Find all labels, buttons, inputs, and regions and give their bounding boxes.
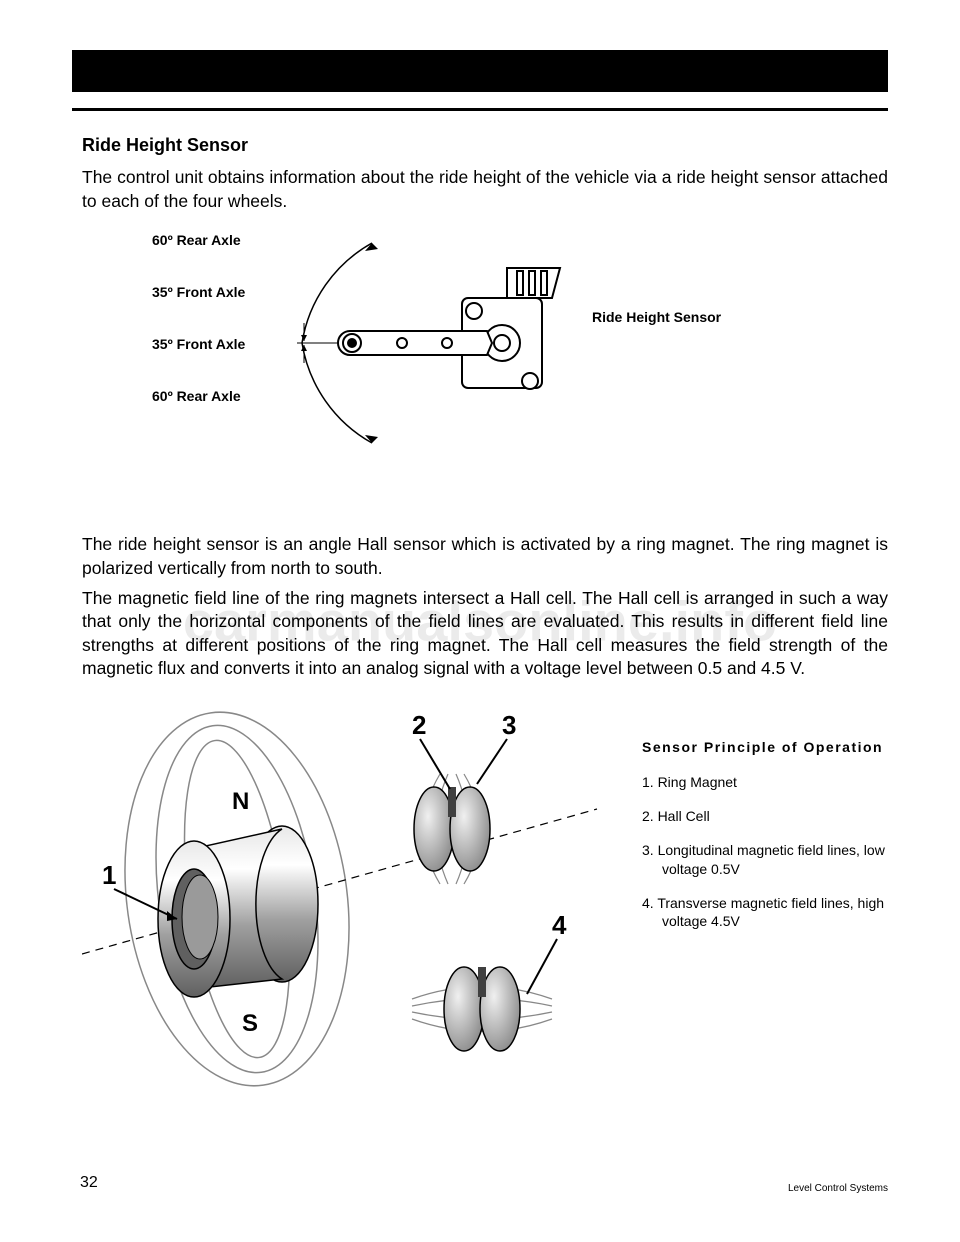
figure1-caption: Ride Height Sensor xyxy=(592,309,721,325)
angle-label-60-rear-bottom: 60º Rear Axle xyxy=(152,389,245,403)
svg-text:4: 4 xyxy=(552,910,567,940)
svg-text:1: 1 xyxy=(102,860,116,890)
legend-item-2: 2. Hall Cell xyxy=(642,807,888,825)
intro-paragraph: The control unit obtains information abo… xyxy=(82,166,888,213)
legend-item-3: 3. Longitudinal magnetic field lines, lo… xyxy=(642,841,888,877)
figure1-drawing xyxy=(292,223,592,478)
header-divider xyxy=(72,108,888,111)
figure-ride-height-sensor: 60º Rear Axle 35º Front Axle 35º Front A… xyxy=(82,233,888,513)
north-label: N xyxy=(232,788,249,815)
legend-item-1: 1. Ring Magnet xyxy=(642,773,888,791)
page-content: Ride Height Sensor The control unit obta… xyxy=(82,135,888,1094)
figure2-legend-list: 1. Ring Magnet 2. Hall Cell 3. Longitudi… xyxy=(642,773,888,930)
figure1-angle-labels: 60º Rear Axle 35º Front Axle 35º Front A… xyxy=(152,233,245,441)
body-paragraph-1: The ride height sensor is an angle Hall … xyxy=(82,533,888,580)
footer-text: Level Control Systems xyxy=(788,1183,888,1194)
header-black-bar xyxy=(72,50,888,92)
angle-label-60-rear-top: 60º Rear Axle xyxy=(152,233,245,247)
body-paragraph-2: The magnetic field line of the ring magn… xyxy=(82,587,888,682)
page-number: 32 xyxy=(80,1174,98,1192)
legend-item-4: 4. Transverse magnetic field lines, high… xyxy=(642,894,888,930)
figure2-caption-title: Sensor Principle of Operation xyxy=(642,739,888,755)
figure2-caption-block: Sensor Principle of Operation 1. Ring Ma… xyxy=(602,709,888,1094)
svg-text:3: 3 xyxy=(502,710,516,740)
figure2-drawing: N S 1 xyxy=(82,709,602,1094)
angle-label-35-front-bottom: 35º Front Axle xyxy=(152,337,245,351)
south-label: S xyxy=(242,1010,258,1037)
figure-sensor-principle: N S 1 xyxy=(82,709,888,1094)
angle-label-35-front-top: 35º Front Axle xyxy=(152,285,245,299)
svg-text:2: 2 xyxy=(412,710,426,740)
section-title: Ride Height Sensor xyxy=(82,135,888,156)
